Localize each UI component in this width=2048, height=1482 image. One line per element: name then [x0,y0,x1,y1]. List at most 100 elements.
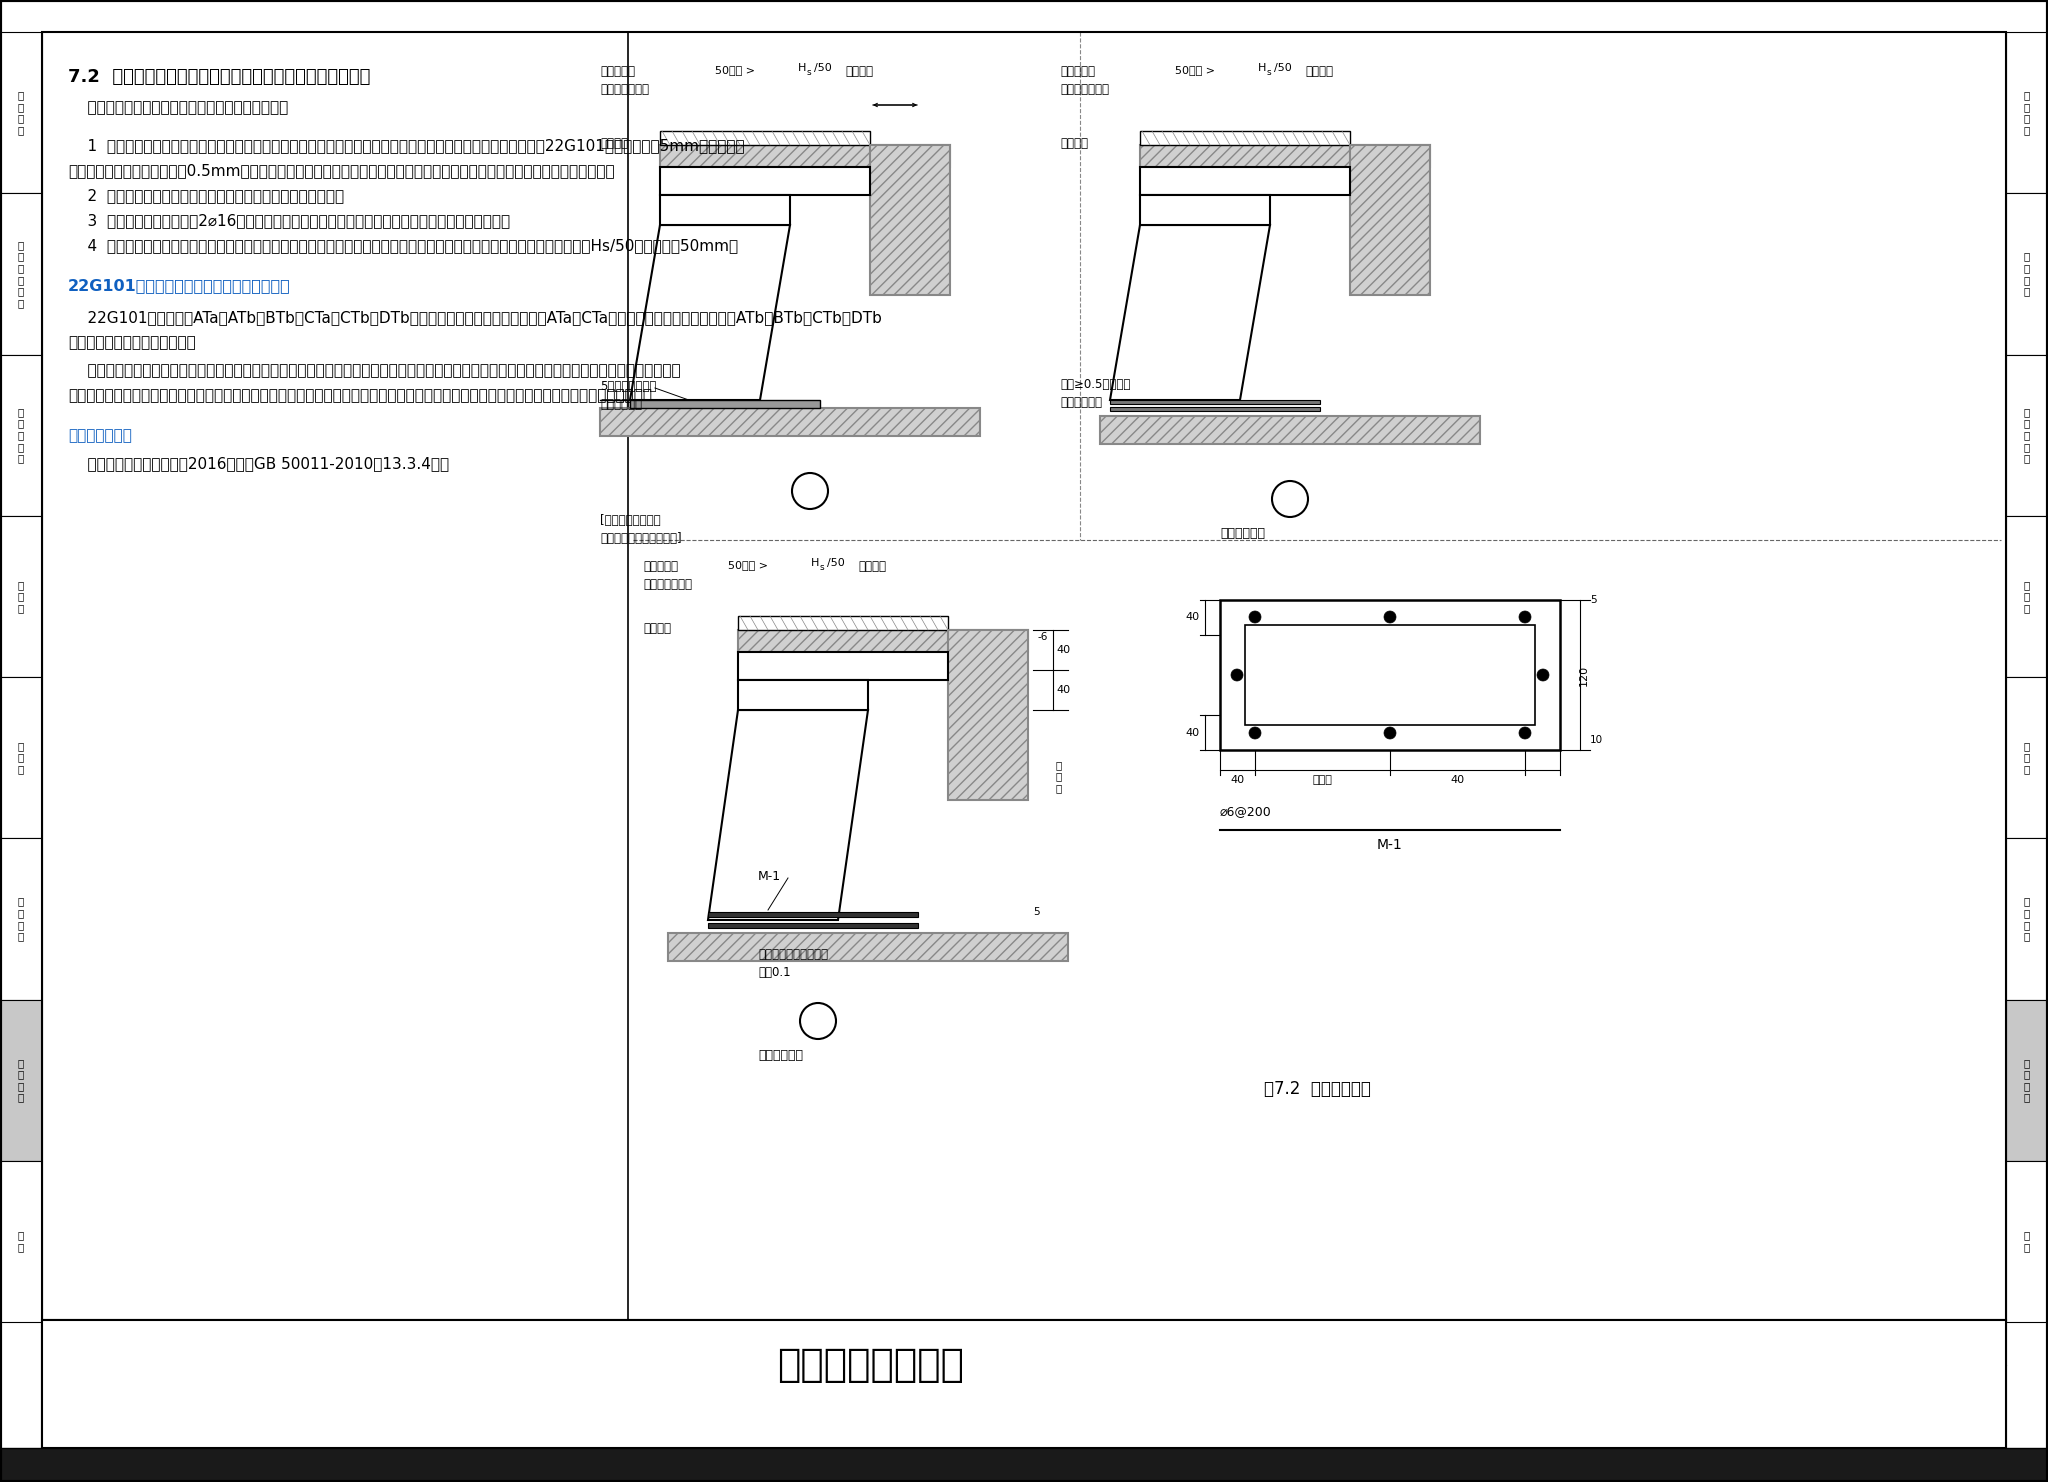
Circle shape [1384,728,1397,740]
Bar [1221,600,1561,750]
Text: 踏
步
宽: 踏 步 宽 [1057,760,1063,793]
Bar [631,400,819,408]
Text: 厚度同建筑面层: 厚度同建筑面层 [643,578,692,591]
Text: 基
础
构
造: 基 础 构 造 [18,897,25,941]
Text: 40: 40 [1450,775,1464,785]
Text: 填充聚苯板: 填充聚苯板 [1061,65,1096,79]
Text: /50: /50 [1274,64,1292,73]
Bar [0,999,43,1160]
Text: 一
般
构
造: 一 般 构 造 [2023,90,2030,135]
Text: 7.2  采用带滑动支座的楼梯时，设计应注意哪些构造措施？: 7.2 采用带滑动支座的楼梯时，设计应注意哪些构造措施？ [68,68,371,86]
Bar [709,923,918,928]
Bar [0,193,43,354]
Polygon shape [631,225,791,400]
Text: 22G101图集涉及到带滑动支座的楼梯类型：: 22G101图集涉及到带滑动支座的楼梯类型： [68,279,291,293]
Circle shape [1520,611,1532,622]
Text: 3  梯板两侧边应分别设置2⌀16的加强钢筋，同时加强钢筋的直径不小于梯板纵向受力钢筋的直径。: 3 梯板两侧边应分别设置2⌀16的加强钢筋，同时加强钢筋的直径不小于梯板纵向受力… [68,213,510,228]
Text: 5: 5 [1032,907,1040,917]
Bar [737,617,948,630]
Polygon shape [1110,225,1270,400]
Text: 肖军磊: 肖军磊 [696,1414,719,1427]
Bar [737,652,948,680]
Text: 50，且 >: 50，且 > [1176,65,1214,76]
Text: 120: 120 [1579,664,1589,686]
Text: -6: -6 [1038,631,1049,642]
Text: 烯板、钢板和厚度大于或等于0.5mm的塑料片。实际工程设计中也可选用其他滑动性能好的材料，其连接方式由设计者另行处理。: 烯板、钢板和厚度大于或等于0.5mm的塑料片。实际工程设计中也可选用其他滑动性能… [68,163,614,178]
Text: 校对: 校对 [338,1414,352,1427]
Circle shape [1536,668,1548,682]
Text: ①: ① [803,482,817,499]
Text: 剪
构
力
造
墙: 剪 构 力 造 墙 [18,408,25,464]
Text: 建筑处理: 建筑处理 [846,65,872,79]
Bar [0,354,43,516]
Bar [1100,416,1481,445]
Text: 踏步宽: 踏步宽 [1313,775,1333,785]
Text: 40: 40 [1186,728,1200,738]
Text: 建筑处理: 建筑处理 [858,560,887,574]
Text: 梁
构
造: 梁 构 造 [18,579,25,614]
Bar [948,630,1028,800]
Text: 50，且 >: 50，且 > [715,65,756,76]
Circle shape [1520,728,1532,740]
Text: 建筑处理: 建筑处理 [1305,65,1333,79]
Circle shape [1249,728,1262,740]
Text: ⌀6@200: ⌀6@200 [1221,805,1272,818]
Bar [1221,725,1561,750]
Text: H: H [799,64,807,73]
Text: 7-2: 7-2 [1958,1414,1982,1429]
Text: 设计采用滑动支座时，应注意采取以下构造措施：: 设计采用滑动支座时，应注意采取以下构造措施： [68,99,289,116]
Bar [1536,625,1561,725]
Text: 厚度同建筑面层: 厚度同建筑面层 [600,83,649,96]
Text: 23G101-11: 23G101-11 [1710,1380,1794,1395]
Text: 填充聚苯板: 填充聚苯板 [600,65,635,79]
Text: s: s [819,563,825,572]
Bar [1141,130,1350,145]
Bar [1141,196,1270,225]
Circle shape [801,1003,836,1039]
Bar [0,677,43,839]
Bar [2005,193,2048,354]
Text: 楼
梯
构
造: 楼 梯 构 造 [2023,1058,2030,1103]
Bar [0,33,43,193]
Text: 剪
力
墙
构
造: 剪 力 墙 构 造 [2023,408,2030,464]
Bar [737,680,868,710]
Text: 4  梯板滑动端与地面面层接触处应留出供梯板滑动的缝隙，内填聚苯板等柔性材料，缝隙的宽度与梯段的高度有关，不小于Hs/50，且不小于50mm。: 4 梯板滑动端与地面面层接触处应留出供梯板滑动的缝隙，内填聚苯板等柔性材料，缝隙… [68,239,737,253]
Text: 厚度同建筑面层: 厚度同建筑面层 [1061,83,1110,96]
Text: 柱
和
节
点: 柱 和 节 点 [2023,252,2030,296]
Bar [659,196,791,225]
Bar [0,1448,2048,1482]
Bar [43,1320,2005,1448]
Bar [1221,600,1561,625]
Text: 略(签): 略(签) [793,1414,817,1427]
Circle shape [1272,482,1309,517]
Circle shape [1249,611,1262,622]
Text: H: H [811,559,819,568]
Bar [0,516,43,677]
Text: ②: ② [1282,491,1298,508]
Text: 低端带滑动支座支承在挑板上。: 低端带滑动支座支承在挑板上。 [68,335,197,350]
Text: （预埋钢板）: （预埋钢板） [758,1049,803,1063]
Text: 梁
构
造: 梁 构 造 [2023,579,2030,614]
Bar [659,167,870,196]
Bar [0,839,43,999]
Text: 40: 40 [1231,775,1245,785]
Text: 《建筑抗震设计规范》（2016年版）GB 50011-2010第13.3.4条。: 《建筑抗震设计规范》（2016年版）GB 50011-2010第13.3.4条。 [68,456,449,471]
Polygon shape [709,710,868,920]
Bar [2005,33,2048,193]
Text: 40: 40 [1057,685,1071,695]
Text: （设塑料片）: （设塑料片） [1221,528,1266,539]
Text: 建筑面层: 建筑面层 [643,622,672,634]
Bar [668,934,1067,960]
Text: [设聚四氟乙烯垫板: [设聚四氟乙烯垫板 [600,514,662,528]
Text: 采用楼梯梯段上端与楼层梁或休息平台整体连接，楼梯梯段下端做成滑动支座，与框架主体结构脱开的方式，楼梯刚度将不会对主体结构造成影响，: 采用楼梯梯段上端与楼层梁或休息平台整体连接，楼梯梯段下端做成滑动支座，与框架主体… [68,363,680,378]
Text: ③: ③ [809,1012,825,1030]
Text: M-1: M-1 [758,870,780,883]
Text: 图集号: 图集号 [1710,1335,1733,1349]
Text: H: H [1257,64,1266,73]
Bar [600,408,981,436]
Text: 22G101图集提供了ATa、ATb、BTb、CTa、CTb、DTb六种类型的带滑动支座楼梯，其中ATa、CTa低端带滑动支座支承在梯梁上；ATb、BTb、CT: 22G101图集提供了ATa、ATb、BTb、CTa、CTb、DTb六种类型的带… [68,310,883,325]
Text: 厚约0.1: 厚约0.1 [758,966,791,980]
Bar [1110,400,1321,405]
Circle shape [1231,668,1243,682]
Text: 1  滑动支座滑动面应放置长度与梯板宽度相同的隔离材料，或上下均设置预埋钢板。对于滑动支座垫板的做法，22G101图集中提供了5mm厚聚四氟乙: 1 滑动支座滑动面应放置长度与梯板宽度相同的隔离材料，或上下均设置预埋钢板。对于… [68,138,745,153]
